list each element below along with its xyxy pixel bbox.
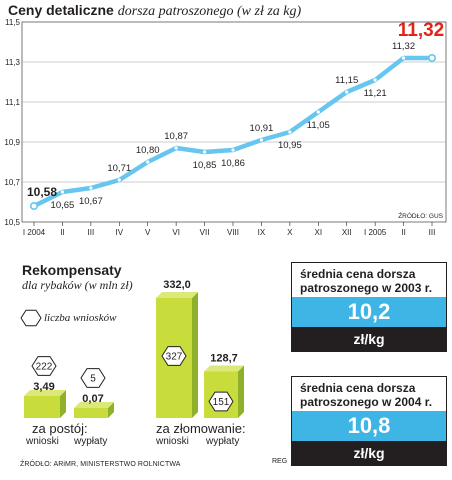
data-label: 10,80 <box>136 145 160 156</box>
data-point-end <box>427 53 436 62</box>
y-tick-label: 11,1 <box>5 98 21 107</box>
data-label: 10,58 <box>27 185 57 199</box>
chart-title-main: Ceny detaliczne <box>8 2 114 18</box>
data-point <box>146 160 150 164</box>
price-box-2004-unit: zł/kg <box>292 441 446 465</box>
x-tick-label: X <box>287 228 293 237</box>
bar-zlomowanie-wnioski-side <box>192 292 198 418</box>
bar-value-label: 332,0 <box>163 279 191 291</box>
bar-value-label: 128,7 <box>210 352 238 364</box>
bar-postoj-wnioski-side <box>60 390 66 418</box>
data-point <box>288 130 292 134</box>
data-label: 11,32 <box>398 20 445 41</box>
bar-chart-subtitle: dla rybaków (w mln zł) <box>22 278 133 292</box>
count-hex-zlomowanie-wnioski-label: 327 <box>166 352 183 363</box>
bar-value-label: 3,49 <box>33 381 54 393</box>
data-label: 10,95 <box>278 140 302 151</box>
x-tick-label: IX <box>258 228 266 237</box>
data-point <box>117 178 121 182</box>
count-hex-zlomowanie-wypłaty-label: 151 <box>213 397 230 408</box>
count-hex-postoj-wnioski-label: 222 <box>36 362 53 373</box>
data-point <box>202 150 207 154</box>
price-box-2003-unit: zł/kg <box>292 327 446 351</box>
bar-label-zlomowanie-wyplaty: wypłaty <box>206 436 240 447</box>
data-point <box>60 190 65 194</box>
data-label: 11,15 <box>335 75 358 86</box>
chart-title: Ceny detaliczne dorsza patroszonego (w z… <box>8 2 301 20</box>
bar-label-postoj-wnioski: wnioski <box>26 436 59 447</box>
count-hex-zlomowanie-wypłaty <box>208 391 234 412</box>
y-tick-label: 11,3 <box>5 58 21 67</box>
data-point-end <box>29 202 38 211</box>
bar-postoj-wnioski-top <box>24 390 66 396</box>
group-label-zlomowanie: za złomowanie: <box>156 421 246 436</box>
x-tick-label: II <box>60 228 64 237</box>
y-tick-label: 10,7 <box>4 178 20 187</box>
data-point <box>259 138 264 142</box>
y-tick-label: 11,5 <box>5 18 21 27</box>
price-box-2004-value: 10,8 <box>292 411 446 441</box>
data-point <box>373 78 377 82</box>
group-label-postoj: za postój: <box>32 421 88 436</box>
x-tick-label: I 2004 <box>23 228 46 237</box>
x-tick-label: II <box>401 228 405 237</box>
y-tick-label: 10,9 <box>4 138 20 147</box>
data-label: 11,05 <box>307 120 330 131</box>
price-box-2004-header: średnia cena dorsza patroszonego w 2004 … <box>300 381 433 409</box>
price-box-2003-header: średnia cena dorsza patroszonego w 2003 … <box>300 267 433 295</box>
bar-postoj-wypłaty-side <box>108 402 114 418</box>
data-point <box>401 56 406 60</box>
bar-postoj-wypłaty-top <box>74 402 114 408</box>
data-label: 10,85 <box>193 160 217 171</box>
x-tick-label: I 2005 <box>364 228 387 237</box>
count-hex-zlomowanie-wnioski <box>161 346 187 366</box>
bar-postoj-wypłaty <box>74 408 108 418</box>
bar-label-zlomowanie-wnioski: wnioski <box>156 436 189 447</box>
x-tick-label: VII <box>200 228 210 237</box>
data-label: 10,86 <box>221 158 245 169</box>
count-hex-postoj-wypłaty-label: 5 <box>90 374 96 385</box>
x-tick-label: IV <box>116 228 124 237</box>
bar-chart-title: Rekompensaty <box>22 262 122 278</box>
source-bottom: ŹRÓDŁO: ARiMR, MINISTERSTWO ROLNICTWA <box>20 461 181 468</box>
data-label: 10,87 <box>164 131 188 142</box>
count-hex-postoj-wypłaty <box>80 368 106 388</box>
x-tick-label: XI <box>315 228 323 237</box>
bar-postoj-wnioski <box>24 396 60 418</box>
bar-label-postoj-wyplaty: wypłaty <box>74 436 108 447</box>
data-point <box>89 186 93 190</box>
x-tick-label: XII <box>342 228 352 237</box>
data-label: 10,71 <box>107 163 131 174</box>
x-tick-label: VI <box>172 228 180 237</box>
x-tick-label: III <box>429 228 436 237</box>
credit: REG <box>272 458 288 465</box>
data-label: 11,32 <box>392 41 415 52</box>
data-label: 10,67 <box>79 196 103 207</box>
data-label: 10,91 <box>250 123 274 134</box>
price-box-2004: średnia cena dorsza patroszonego w 2004 … <box>291 376 447 466</box>
bar-value-label: 0,07 <box>82 393 103 405</box>
source-top: ŹRÓDŁO: GUS <box>398 211 443 220</box>
data-point <box>316 110 320 114</box>
data-point <box>174 146 178 150</box>
bar-zlomowanie-wypłaty-top <box>204 365 244 372</box>
data-point <box>345 90 349 94</box>
legend-label: liczba wniosków <box>44 312 117 324</box>
data-label: 10,65 <box>51 200 75 211</box>
chart-subtitle: dorsza patroszonego (w zł za kg) <box>117 4 302 19</box>
x-tick-label: V <box>145 228 151 237</box>
line-chart: 10,510,710,911,111,311,5I 2004 II III IV V VI… <box>4 18 447 237</box>
data-point <box>231 148 235 152</box>
x-tick-label: VIII <box>227 228 239 237</box>
x-tick-label: III <box>88 228 95 237</box>
count-hex-postoj-wnioski <box>31 356 57 376</box>
y-tick-label: 10,5 <box>4 218 20 227</box>
data-label: 11,21 <box>364 88 387 99</box>
bar-zlomowanie-wypłaty-side <box>238 365 244 418</box>
price-box-2003: średnia cena dorsza patroszonego w 2003 … <box>291 262 447 352</box>
bar-zlomowanie-wnioski-top <box>156 292 198 298</box>
legend-hexagon <box>20 309 42 327</box>
price-box-2003-value: 10,2 <box>292 297 446 327</box>
